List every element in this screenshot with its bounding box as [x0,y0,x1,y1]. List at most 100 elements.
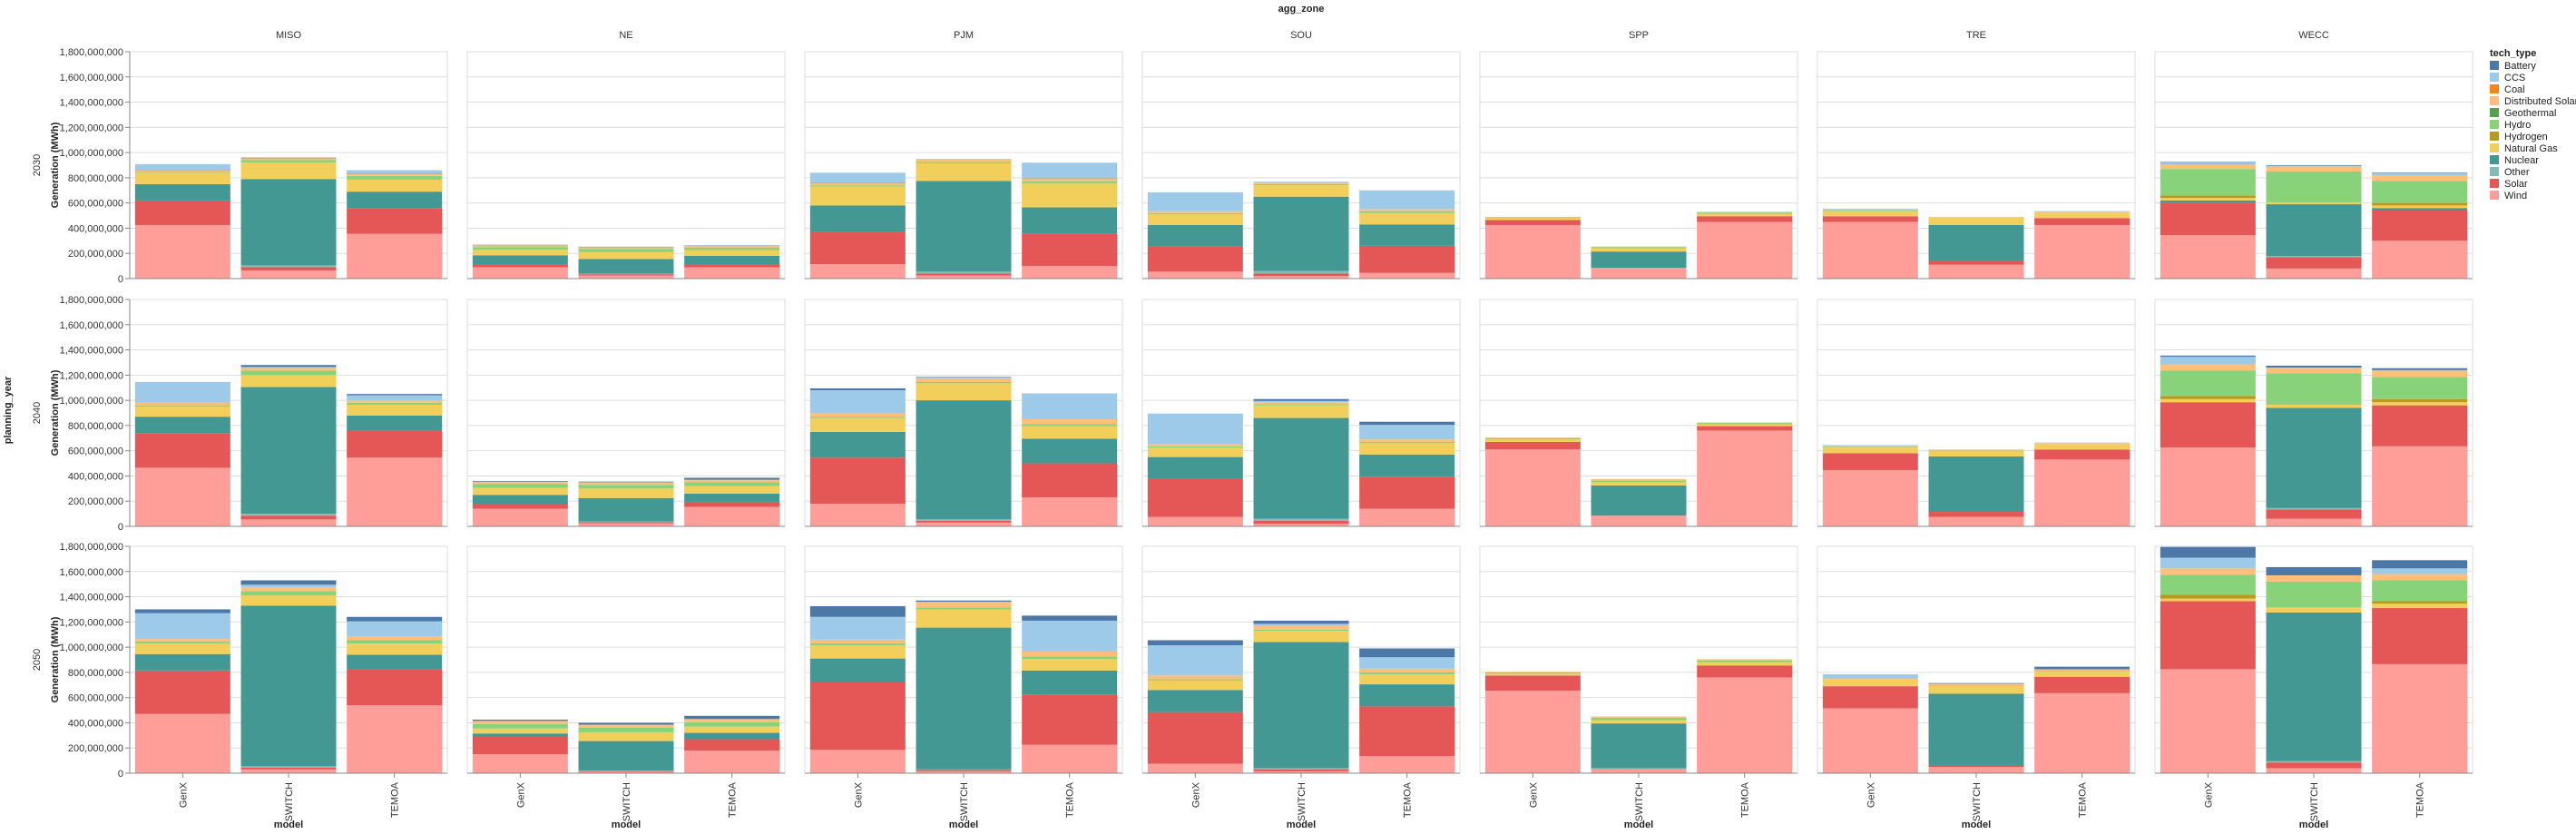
bar-segment-ccs [347,395,443,401]
bar-segment-solar [1822,453,1918,471]
bar-switch [916,377,1012,526]
bar-genx [472,244,568,279]
bar-segment-wind [684,506,780,526]
bar-segment-battery [2372,172,2468,174]
bar-segment-ccs [2034,211,2130,212]
bar-segment-wind [1022,744,1118,773]
bar-segment-nuclear [134,653,230,671]
bar-segment-solar [1928,512,2024,517]
bar-segment-nuclear [2160,200,2256,203]
bar-segment-distributed-solar [1147,444,1243,446]
bar-genx [1822,673,1918,773]
bar-segment-nuclear [1147,690,1243,712]
bar-segment-wind [809,264,906,279]
y-tick-label: 1,400,000,000 [60,593,123,603]
y-tick-label: 1,000,000,000 [60,148,123,159]
bar-segment-hydrogen [2160,195,2256,199]
y-tick-label: 0 [118,274,123,285]
bar-segment-ccs [2160,557,2256,569]
bar-segment-other [2266,507,2362,510]
y-tick-label: 1,000,000,000 [60,643,123,653]
bar-genx [134,609,230,773]
bar-segment-wind [472,508,568,526]
x-tick-label-genx: GenX [2203,781,2214,808]
bar-segment-nuclear [2266,407,2362,508]
bar-switch [1253,398,1349,526]
bar-segment-solar [1822,686,1918,709]
bar-segment-distributed-solar [347,400,443,403]
bar-segment-coal [240,158,337,160]
bar-temoa [1022,615,1118,773]
legend-label-wind: Wind [2504,191,2527,201]
bar-segment-nuclear [1591,251,1687,269]
bar-temoa [1697,659,1793,773]
bar-segment-distributed-solar [1591,478,1687,481]
bar-segment-nuclear [684,732,780,740]
panel-pjm-2040 [804,299,1123,527]
bar-genx [1484,216,1581,279]
bar-segment-natural-gas [916,162,1012,182]
bar-segment-solar [809,231,906,265]
bar-segment-wind [2034,224,2130,279]
bar-segment-hydro [1484,216,1581,218]
panel-spp-2040 [1479,299,1798,527]
bar-segment-solar [472,504,568,509]
bar-switch [1253,620,1349,773]
bar-segment-distributed-solar [1022,418,1118,425]
legend-title: tech_type [2490,48,2536,59]
bar-segment-ccs [1359,657,1455,669]
bar-segment-distributed-solar [1591,246,1687,248]
bar-switch [1591,478,1687,526]
bar-segment-solar [578,770,674,772]
bar-segment-distributed-solar [2266,574,2362,582]
bar-segment-hydro [134,641,230,643]
bar-segment-wind [2372,446,2468,526]
bar-segment-hydro [2266,171,2362,202]
bar-segment-solar [1822,216,1918,222]
panel-spp-2030 [1479,51,1798,280]
bar-segment-distributed-solar [809,639,906,643]
bar-segment-wind [1484,449,1581,526]
bar-genx [809,605,906,773]
bar-segment-other [1253,270,1349,274]
bar-segment-distributed-solar [1484,437,1581,438]
bar-segment-hydro [809,643,906,646]
bar-switch [240,580,337,773]
legend-item-coal: Coal [2490,84,2525,95]
bar-segment-hydro [1253,629,1349,632]
bar-segment-wind [578,275,674,279]
bar-segment-distributed-solar [1253,625,1349,630]
year-label-2040: 2040 [32,402,43,424]
bar-segment-ccs [240,157,337,159]
bar-segment-battery [578,722,674,725]
bar-segment-hydro [1697,660,1793,662]
bar-segment-ccs [1147,413,1243,445]
bar-segment-solar [347,669,443,705]
bar-segment-distributed-solar [240,159,337,161]
legend-label-nuclear: Nuclear [2504,155,2539,166]
bar-segment-other [578,521,674,523]
legend-label-other: Other [2504,167,2530,178]
bar-temoa [684,477,780,526]
bar-segment-wind [134,467,230,526]
x-tick-label-temoa: TEMOA [2415,781,2426,818]
bar-segment-natural-gas [684,250,780,256]
bar-segment-solar [1697,665,1793,678]
bar-genx [1822,208,1918,279]
bar-segment-natural-gas [1022,659,1118,671]
bar-segment-solar [1359,245,1455,273]
bar-segment-wind [1147,516,1243,526]
bar-segment-solar [2034,449,2130,460]
bar-temoa [1697,211,1793,279]
bar-segment-distributed-solar [472,721,568,724]
bar-segment-ccs [1147,645,1243,676]
bar-genx [2160,546,2256,773]
legend-item-battery: Battery [2490,61,2536,72]
bar-segment-hydro [1022,182,1118,184]
bar-segment-hydro [347,640,443,643]
bar-segment-wind [916,770,1012,773]
chart-panels: 0 200,000,000 400,000,000 600,000,000 800,00… [60,47,2473,830]
bar-segment-natural-gas [1928,451,2024,456]
bar-segment-battery [2266,365,2362,368]
